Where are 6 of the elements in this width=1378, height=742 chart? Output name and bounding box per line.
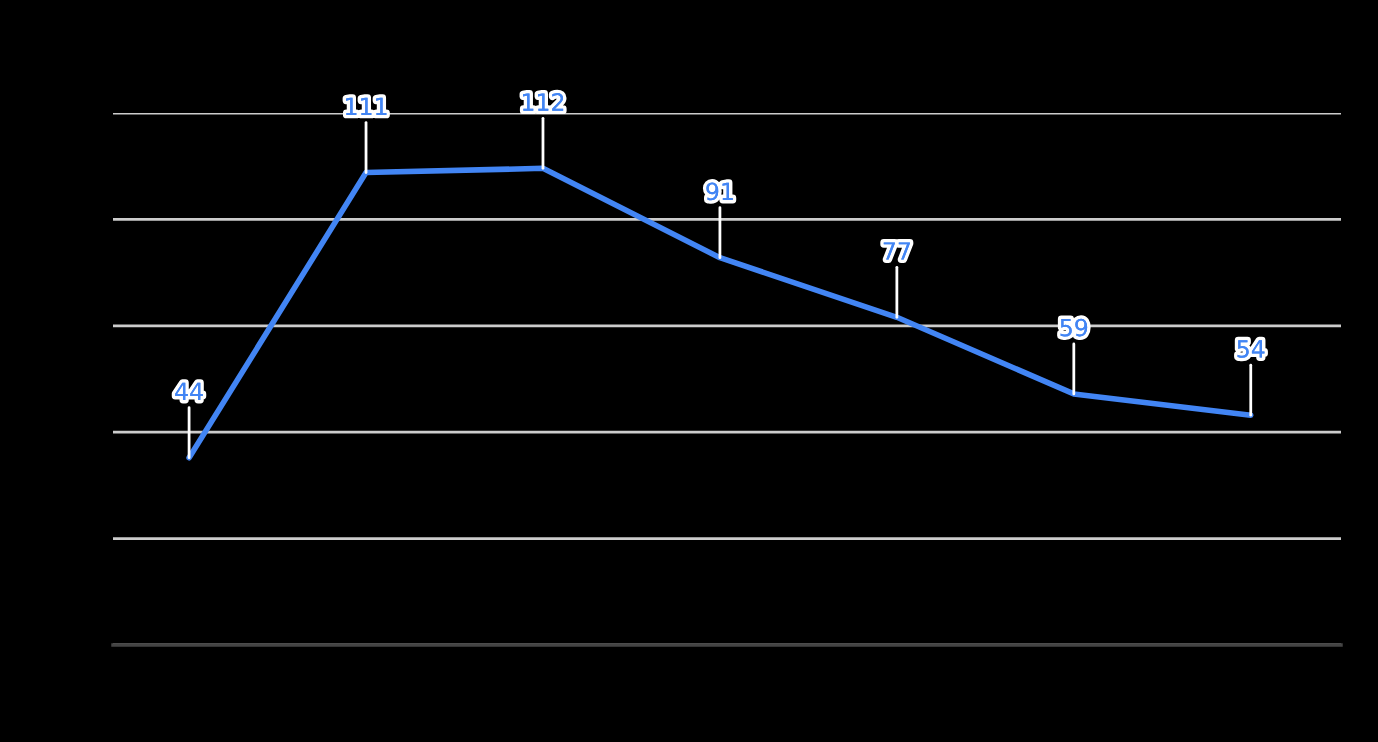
data-label: 111 [346,97,387,115]
data-label: 54 [1237,340,1265,358]
data-label: 91 [706,182,733,201]
data-label: 77 [883,242,910,260]
data-label: 112 [523,93,564,111]
data-label: 44 [175,382,203,401]
